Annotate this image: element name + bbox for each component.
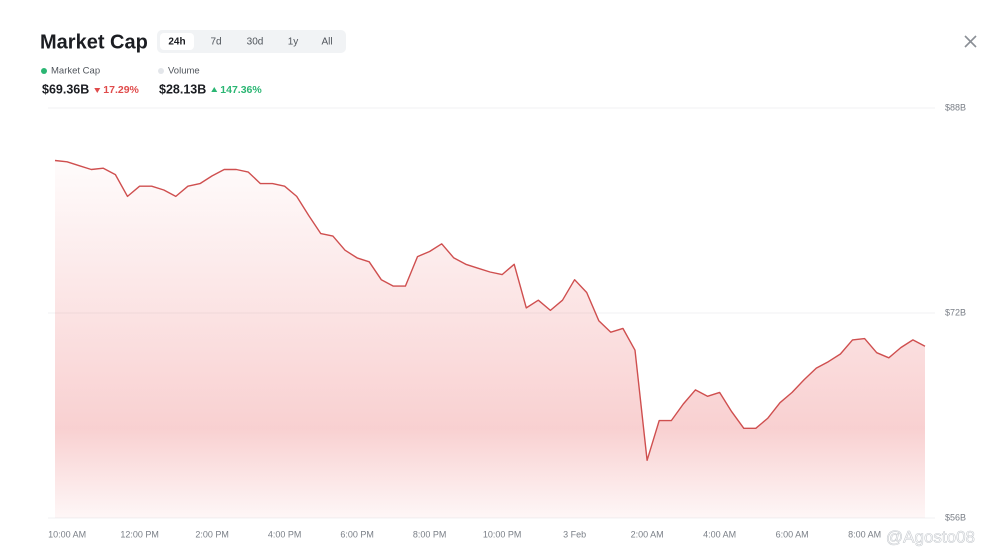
tab[interactable]: 1y [288,37,299,48]
tab[interactable]: 7d [210,37,221,48]
line [54,159,926,461]
x-tick-label: 6:00 PM [340,529,374,539]
watermark: @Agosto08 [886,527,975,546]
legend-label: Volume [168,66,200,77]
tab-label: 30d [247,37,264,48]
stat-value: $69.36B [42,82,89,96]
tab[interactable]: All [321,37,332,48]
change-arrow [211,87,218,92]
stat-value: $28.13B [159,82,206,96]
legend-dot [158,68,164,74]
y-tick-label: $56B [945,512,966,522]
tab-selected-bg [160,33,194,50]
x-tick-label: 8:00 PM [413,529,447,539]
change-arrow [94,88,101,93]
area-fill [55,160,925,518]
y-tick-label: $72B [945,307,966,317]
x-tick-label: 12:00 PM [120,529,159,539]
x-tick-label: 3 Feb [563,529,586,539]
tab-label: 7d [210,37,221,48]
tab[interactable]: 30d [247,37,264,48]
tab-bar [157,30,346,53]
stat-change: 147.36% [220,84,262,96]
x-tick-label: 6:00 AM [776,529,809,539]
legend-dot [41,68,47,74]
y-tick-label: $88B [945,102,966,112]
x-tick-label: 4:00 AM [703,529,736,539]
close-button[interactable] [964,35,977,48]
x-tick-label: 2:00 PM [195,529,229,539]
tab-label: 1y [288,37,299,48]
x-tick-label: 8:00 AM [848,529,881,539]
tab[interactable]: 24h [160,33,194,50]
x-tick-label: 4:00 PM [268,529,302,539]
legend-label: Market Cap [51,66,100,77]
x-tick-label: 10:00 PM [483,529,522,539]
x-tick-label: 10:00 AM [48,529,86,539]
tab-label: All [321,37,332,48]
tab-label: 24h [168,37,185,48]
title: Market Cap [40,31,148,53]
stat-change: 17.29% [103,84,139,96]
x-tick-label: 2:00 AM [631,529,664,539]
